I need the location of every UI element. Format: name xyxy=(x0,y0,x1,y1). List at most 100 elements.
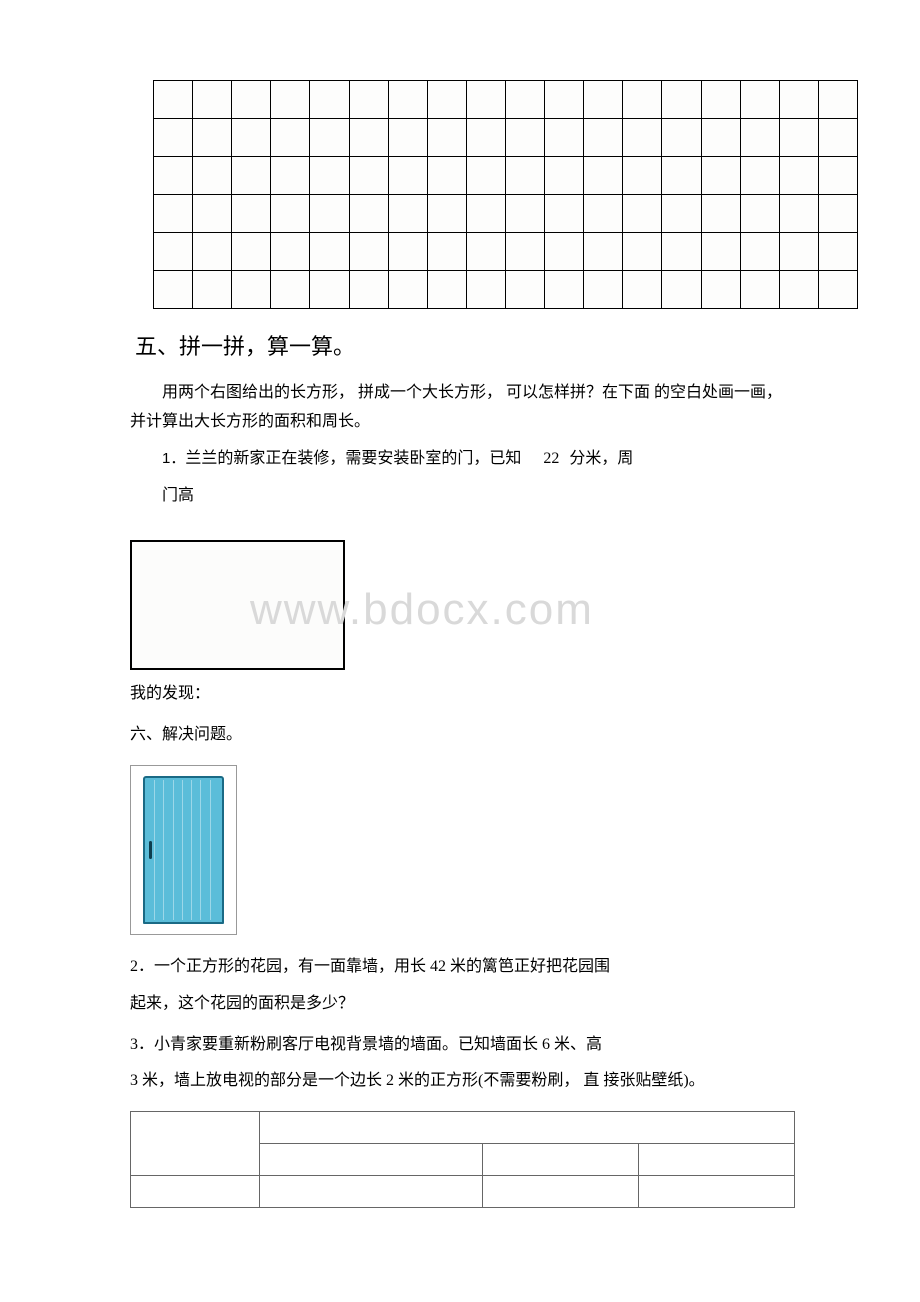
grid-cell xyxy=(623,119,662,157)
table-cell xyxy=(260,1112,795,1144)
door-stripe xyxy=(182,780,183,920)
blank-rectangle xyxy=(130,540,345,670)
grid-cell xyxy=(388,157,427,195)
question-1-text-a: 兰兰的新家正在装修，需要安装卧室的门，已知 xyxy=(185,450,521,467)
section-5-title: 五、拼一拼，算一算。 xyxy=(135,329,790,364)
door-stripe xyxy=(200,780,201,920)
grid-cell xyxy=(193,233,232,271)
grid-cell xyxy=(740,81,779,119)
grid-cell xyxy=(818,271,857,309)
grid-cell xyxy=(701,233,740,271)
grid-cell xyxy=(662,81,701,119)
grid-cell xyxy=(427,271,466,309)
grid-cell xyxy=(271,119,310,157)
grid-cell xyxy=(818,119,857,157)
grid-cell xyxy=(623,157,662,195)
grid-cell xyxy=(545,119,584,157)
question-3-line-1: 3．小青家要重新粉刷客厅电视背景墙的墙面。已知墙面长 6 米、高 xyxy=(130,1031,790,1060)
grid-cell xyxy=(740,233,779,271)
door-stripe xyxy=(154,780,155,920)
grid-cell xyxy=(466,271,505,309)
grid-cell xyxy=(662,157,701,195)
grid-cell xyxy=(662,233,701,271)
grid-cell xyxy=(584,119,623,157)
question-1-line-1: 1．兰兰的新家正在装修，需要安装卧室的门，已知 22 分米，周 xyxy=(130,445,790,474)
door-inner xyxy=(143,776,224,924)
grid-cell xyxy=(466,233,505,271)
grid-cell xyxy=(505,119,544,157)
grid-cell xyxy=(623,81,662,119)
grid-cell xyxy=(662,195,701,233)
grid-cell xyxy=(388,81,427,119)
grid-cell xyxy=(427,195,466,233)
grid-cell xyxy=(271,271,310,309)
question-1-line-2: 门高 xyxy=(130,482,790,511)
grid-cell xyxy=(232,119,271,157)
question-1-prefix: 1． xyxy=(162,450,185,467)
grid-cell xyxy=(545,157,584,195)
grid-cell xyxy=(466,81,505,119)
grid-cell xyxy=(623,195,662,233)
grid-cell xyxy=(310,119,349,157)
grid-cell xyxy=(623,271,662,309)
grid-cell xyxy=(701,119,740,157)
grid-cell xyxy=(584,81,623,119)
grid-cell xyxy=(818,195,857,233)
door-stripe xyxy=(173,780,174,920)
grid-cell xyxy=(818,233,857,271)
grid-cell xyxy=(388,233,427,271)
grid-cell xyxy=(427,233,466,271)
grid-cell xyxy=(701,195,740,233)
grid-cell xyxy=(818,81,857,119)
door-stripe xyxy=(191,780,192,920)
grid-cell xyxy=(545,271,584,309)
question-3-line-2: 3 米，墙上放电视的部分是一个边长 2 米的正方形(不需要粉刷， 直 接张贴壁纸… xyxy=(130,1067,790,1096)
grid-cell xyxy=(740,195,779,233)
grid-cell xyxy=(779,233,818,271)
grid-cell xyxy=(779,81,818,119)
question-2-line-2: 起来，这个花园的面积是多少？ xyxy=(130,990,790,1019)
question-1-value: 22 xyxy=(543,450,559,467)
grid-cell xyxy=(193,271,232,309)
grid-cell xyxy=(193,157,232,195)
door-image xyxy=(130,765,237,935)
discovery-label: 我的发现： xyxy=(130,680,790,709)
grid-cell xyxy=(779,271,818,309)
grid-cell xyxy=(310,81,349,119)
door-handle-icon xyxy=(149,841,152,859)
section-6-title: 六、解决问题。 xyxy=(130,721,790,750)
grid-cell xyxy=(310,271,349,309)
grid-cell xyxy=(154,271,193,309)
question-2-line-1: 2．一个正方形的花园，有一面靠墙，用长 42 米的篱笆正好把花园围 xyxy=(130,953,790,982)
grid-cell xyxy=(584,157,623,195)
grid-cell xyxy=(232,157,271,195)
table-cell xyxy=(131,1112,260,1176)
grid-cell xyxy=(466,157,505,195)
grid-cell xyxy=(623,233,662,271)
grid-cell xyxy=(701,157,740,195)
grid-cell xyxy=(193,119,232,157)
table-cell xyxy=(639,1176,795,1208)
grid-cell xyxy=(505,271,544,309)
grid-cell xyxy=(584,233,623,271)
grid-cell xyxy=(310,233,349,271)
table-cell xyxy=(131,1176,260,1208)
grid-cell xyxy=(466,119,505,157)
grid-cell xyxy=(584,195,623,233)
grid-cell xyxy=(388,119,427,157)
grid-cell xyxy=(388,195,427,233)
grid-cell xyxy=(740,271,779,309)
grid-cell xyxy=(818,157,857,195)
grid-cell xyxy=(349,271,388,309)
section-5-body: 用两个右图给出的长方形， 拼成一个大长方形， 可以怎样拼？在下面 的空白处画一画… xyxy=(130,379,790,437)
grid-cell xyxy=(779,119,818,157)
grid-cell xyxy=(779,195,818,233)
table-cell xyxy=(639,1144,795,1176)
grid-cell xyxy=(193,195,232,233)
table-cell xyxy=(260,1144,483,1176)
grid-cell xyxy=(740,157,779,195)
grid-cell xyxy=(505,157,544,195)
grid-cell xyxy=(349,157,388,195)
question-1-text-b: 分米，周 xyxy=(569,450,633,467)
grid-cell xyxy=(662,271,701,309)
